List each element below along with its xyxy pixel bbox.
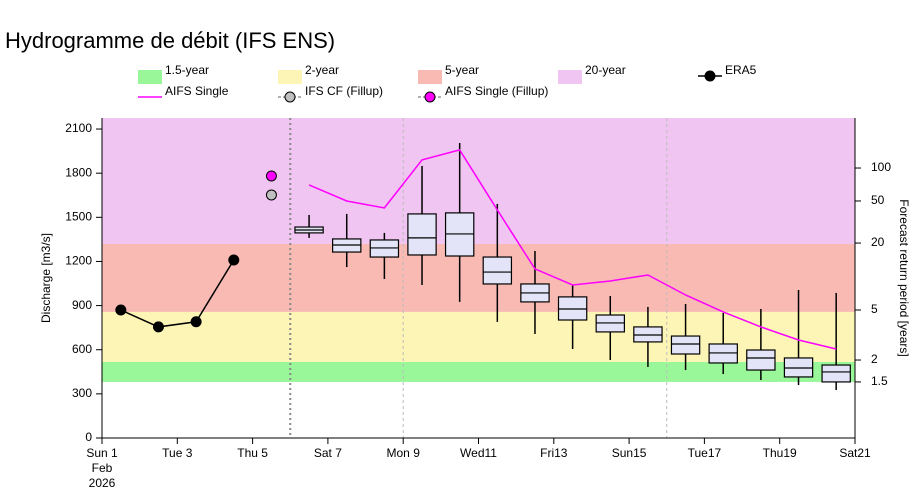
series-marker: [265, 189, 277, 201]
y-tick-label: 2100: [65, 121, 92, 135]
legend-label: 1.5-year: [165, 63, 209, 77]
legend-label: AIFS Single: [165, 84, 229, 98]
x-tick-label: Thu19: [763, 446, 797, 460]
series-marker: [190, 316, 202, 328]
legend-swatch: [278, 70, 302, 84]
x-tick-label: Sun 1 Feb 2026: [86, 446, 118, 490]
x-tick-label: Fri13: [540, 446, 568, 460]
x-tick-label: Tue17: [688, 446, 722, 460]
box: [746, 349, 776, 371]
series-marker: [152, 321, 164, 333]
series-marker: [265, 170, 277, 182]
y2-tick-label: 5: [871, 302, 878, 316]
y-tick-label: 600: [72, 342, 92, 356]
box: [407, 213, 437, 256]
series-marker: [115, 304, 127, 316]
x-tick-label: Thu 5: [237, 446, 268, 460]
y-tick-label: 0: [85, 430, 92, 444]
y2-tick-label: 2: [871, 352, 878, 366]
x-tick-label: Wed11: [460, 446, 497, 460]
legend-label: ERA5: [725, 63, 757, 77]
y-tick-label: 900: [72, 298, 92, 312]
return-period-band: [102, 361, 855, 382]
box: [821, 364, 851, 383]
y2-axis-label: Forecast return period [years]: [897, 199, 911, 356]
y2-tick-label: 1.5: [871, 374, 888, 388]
series-line: [308, 149, 837, 350]
box: [670, 335, 701, 355]
y2-tick-label: 20: [871, 235, 885, 249]
series-line: [120, 259, 235, 328]
legend-swatch: [418, 70, 442, 84]
y2-tick-label: 50: [871, 193, 885, 207]
y-tick-label: 1800: [65, 165, 92, 179]
y-tick-label: 1200: [65, 254, 92, 268]
x-tick-label: Tue 3: [162, 446, 193, 460]
chart-title: Hydrogramme de débit (IFS ENS): [5, 28, 335, 53]
legend-swatch: [138, 70, 162, 84]
legend-label: IFS CF (Fillup): [305, 84, 383, 98]
x-tick-label: Sat 7: [314, 446, 342, 460]
x-tick-label: Sat21: [839, 446, 871, 460]
y2-tick-label: 100: [871, 160, 891, 174]
legend-marker: [424, 91, 436, 103]
legend-label: 2-year: [305, 63, 339, 77]
x-tick-label: Mon 9: [387, 446, 421, 460]
legend-marker: [704, 70, 716, 82]
box: [482, 256, 513, 285]
legend-label: 5-year: [445, 63, 479, 77]
y-axis-label: Discharge [m3/s]: [39, 233, 53, 323]
y-tick-label: 300: [72, 386, 92, 400]
legend-label: 20-year: [585, 63, 626, 77]
y-tick-label: 1500: [65, 209, 92, 223]
return-period-band: [102, 243, 855, 312]
series-marker: [228, 254, 240, 266]
legend-marker: [284, 91, 296, 103]
legend-swatch: [558, 70, 582, 84]
legend-label: AIFS Single (Fillup): [445, 84, 548, 98]
x-tick-label: Sun15: [612, 446, 647, 460]
